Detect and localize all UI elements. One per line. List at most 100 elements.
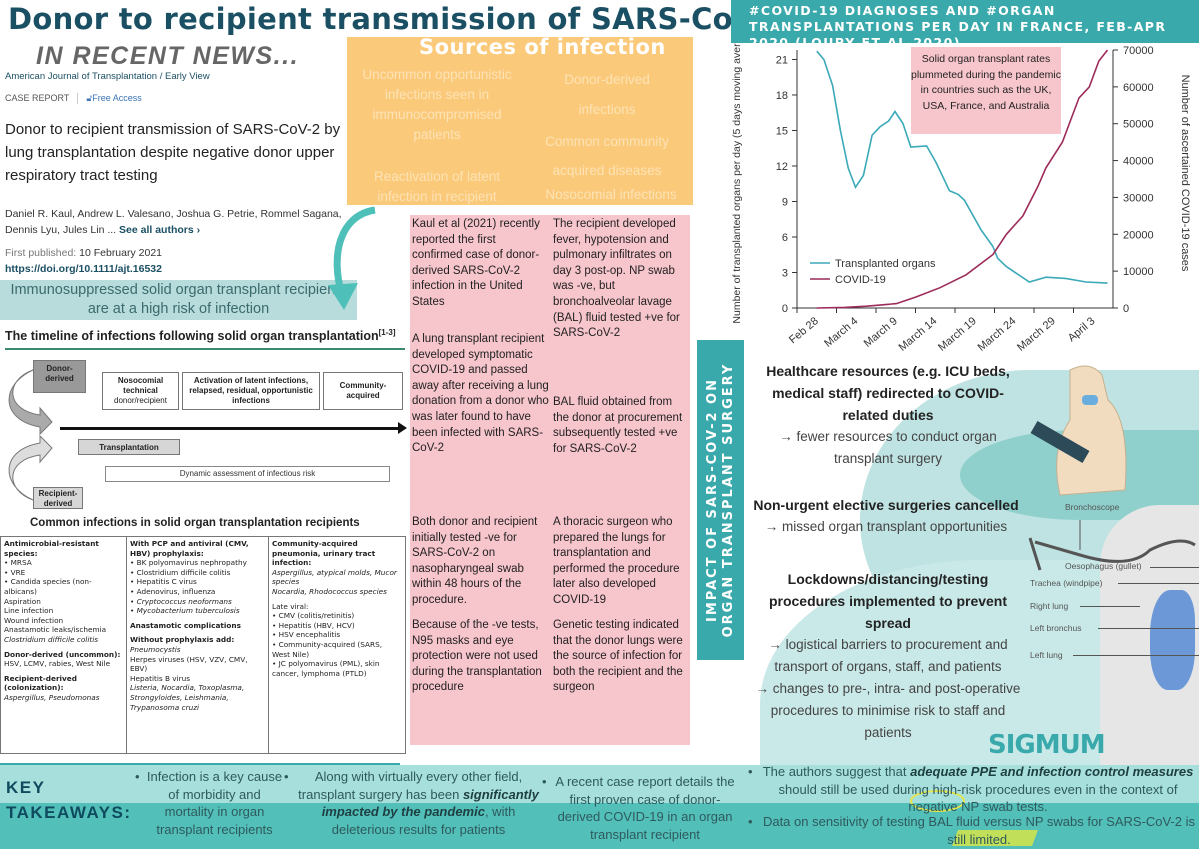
y-axis-label-right: Number of ascertained COVID-19 cases <box>1179 75 1191 272</box>
y-tick-label-right: 20000 <box>1123 229 1154 241</box>
journal-name[interactable]: American Journal of Transplantation / Ea… <box>5 71 210 82</box>
y-tick-label-right: 30000 <box>1123 192 1154 204</box>
y-tick-label: 3 <box>782 267 788 279</box>
y-tick-label: 21 <box>776 54 788 66</box>
timeline-axis <box>60 427 400 430</box>
impact-heading: Healthcare resources (e.g. ICU beds, med… <box>766 363 1010 423</box>
source-item: Common community acquired diseases <box>545 134 669 178</box>
list-item: • Hepatitis C virus <box>130 577 197 587</box>
timeline-title-text: The timeline of infections following sol… <box>5 329 379 344</box>
takeaway-text: The authors suggest that <box>762 764 907 779</box>
anatomy-label: Trachea (windpipe) <box>1030 578 1103 588</box>
impact-heading: Lockdowns/distancing/testing procedures … <box>768 571 1008 631</box>
y-tick-label-right: 70000 <box>1123 45 1154 57</box>
key-takeaways-label: KEY TAKEAWAYS: <box>6 775 132 825</box>
list-item: • BK polyomavirus nephropathy <box>130 558 247 568</box>
source-item: Reactivation of latent infection in reci… <box>373 169 501 204</box>
source-item: Nosocomial infections <box>545 187 677 202</box>
recipient-derived-box: Recipient-derived <box>33 487 83 509</box>
y-tick-label-right: 50000 <box>1123 119 1154 131</box>
column-heading: With PCP and antiviral (CMV, HBV) prophy… <box>130 539 249 558</box>
free-access-link[interactable]: 🔓︎Free Access <box>77 93 142 104</box>
impact-item: Healthcare resources (e.g. ICU beds, med… <box>752 360 1024 470</box>
list-item: • Adenovirus, influenza <box>130 586 216 596</box>
y-tick-label: 6 <box>782 232 788 244</box>
anatomy-label: Right lung <box>1030 601 1069 611</box>
chart-annotation: Solid organ transplant rates plummeted d… <box>911 47 1061 134</box>
x-tick-label: April 3 <box>1066 315 1098 344</box>
takeaways-label: TAKEAWAYS: <box>6 803 132 822</box>
timeline-ref: [1-3] <box>378 328 396 337</box>
donor-recipient-label: donor/recipient <box>114 396 167 405</box>
case-report-panel: Kaul et al (2021) recently reported the … <box>410 215 690 745</box>
case-text: BAL fluid obtained from the donor at pro… <box>553 396 683 455</box>
authors-list: Daniel R. Kaul, Andrew L. Valesano, Josh… <box>5 208 342 236</box>
x-tick-label: March 4 <box>822 315 860 350</box>
list-item: Aspergillus, Pseudomonas <box>4 692 100 702</box>
list-item: • Clostridium difficile colitis <box>130 567 231 577</box>
list-item: • Candida species (non-albicans) <box>4 577 92 596</box>
legend-label: COVID-19 <box>835 274 886 286</box>
infections-column: Community-acquired pneumonia, urinary tr… <box>269 537 405 753</box>
impact-body: → changes to pre-, intra- and post-opera… <box>755 681 1021 740</box>
list-item: • CMV (colitis/retinitis) <box>272 611 355 621</box>
takeaway-text: Along with virtually every other field, … <box>298 769 523 802</box>
y-tick-label-right: 60000 <box>1123 82 1154 94</box>
case-text: A lung transplant recipient developed sy… <box>412 333 549 455</box>
infections-table-title: Common infections in solid organ transpl… <box>30 517 360 529</box>
article-title[interactable]: Donor to recipient transmission of SARS-… <box>5 121 341 184</box>
series-line-covid-19 <box>816 49 1109 309</box>
list-item: Nocardia, Rhodococcus species <box>272 586 387 596</box>
nosocomial-box: Nosocomial technical donor/recipient <box>102 372 179 410</box>
y-tick-label-right: 0 <box>1123 303 1129 315</box>
takeaway-text: , with deleterious results for patients <box>331 804 516 837</box>
x-tick-label: March 9 <box>862 315 900 350</box>
column-heading: Antimicrobial-resistant species: <box>4 539 99 558</box>
case-text: Both donor and recipient initially teste… <box>412 516 538 606</box>
column-heading: Anastamotic complications <box>130 620 241 630</box>
takeaway-emphasis: significantly impacted by the pandemic <box>321 786 539 820</box>
takeaway-item: • A recent case report details the first … <box>542 774 735 842</box>
x-tick-label: March 24 <box>976 315 1019 353</box>
series-line-transplanted-organs <box>816 50 1108 284</box>
immunosuppressed-banner: Immunosuppressed solid organ transplant … <box>0 280 357 320</box>
lock-icon: 🔓︎ <box>86 93 93 103</box>
community-acquired-box: Community-acquired <box>323 372 403 410</box>
divider <box>0 763 400 765</box>
takeaways-band <box>0 765 1199 803</box>
impact-banner-text: IMPACT OF SARS-COV-2 ON ORGAN TRANSPLANT… <box>704 362 736 638</box>
list-item: • Hepatitis (HBV, HCV) <box>272 620 355 630</box>
article-authors: Daniel R. Kaul, Andrew L. Valesano, Josh… <box>5 206 350 238</box>
source-item: Uncommon opportunistic infections seen i… <box>362 67 512 142</box>
x-tick-label: Feb 28 <box>787 315 821 346</box>
column-heading: Late viral: <box>272 601 309 611</box>
takeaway-item: • Infection is a key cause of morbidity a… <box>135 769 283 837</box>
list-item: • VRE <box>4 567 26 577</box>
impact-banner: IMPACT OF SARS-COV-2 ON ORGAN TRANSPLANT… <box>697 340 744 660</box>
timeline-title: The timeline of infections following sol… <box>5 328 396 343</box>
dynamic-assessment-arrow: Dynamic assessment of infectious risk <box>105 466 390 482</box>
transplant-covid-chart: 0 3 6 9 12 15 18 21 0 10000 20000 30000 40000 50000 60… <box>731 43 1191 353</box>
doi-link[interactable]: https://doi.org/10.1111/ajt.16532 <box>5 263 162 275</box>
list-item: • MRSA <box>4 558 32 568</box>
list-item: • Community-acquired (SARS, West Nile) <box>272 639 383 659</box>
impact-body: → logistical barriers to procurement and… <box>768 637 1008 674</box>
infections-column: With PCP and antiviral (CMV, HBV) prophy… <box>127 537 269 753</box>
sigmum-logo: SIGMUM <box>988 730 1106 760</box>
takeaway-item: • Data on sensitivity of testing BAL flui… <box>748 814 1196 847</box>
first-published-date: 10 February 2021 <box>79 247 163 259</box>
transplantation-box: Transplantation <box>78 439 180 455</box>
anatomy-label: Oesophagus (gullet) <box>1065 561 1142 571</box>
x-tick-label: March 19 <box>936 315 979 353</box>
anatomy-label: Left lung <box>1030 650 1063 660</box>
see-all-authors-link[interactable]: See all authors › <box>119 224 201 236</box>
y-tick-label-right: 40000 <box>1123 156 1154 168</box>
list-item: Pneumocystis <box>130 644 181 654</box>
list-item: Aspergillus, atypical molds, Mucor speci… <box>272 567 397 587</box>
impact-heading: Non-urgent elective surgeries cancelled <box>753 497 1019 513</box>
column-heading: Donor-derived (uncommon): <box>4 649 121 659</box>
chart-header: #COVID-19 DIAGNOSES AND #ORGAN TRANSPLAN… <box>731 0 1199 50</box>
takeaway-text: Infection is a key cause of morbidity an… <box>146 769 283 837</box>
y-tick-label: 0 <box>782 303 788 315</box>
case-text: Because of the -ve tests, N95 masks and … <box>412 619 542 694</box>
